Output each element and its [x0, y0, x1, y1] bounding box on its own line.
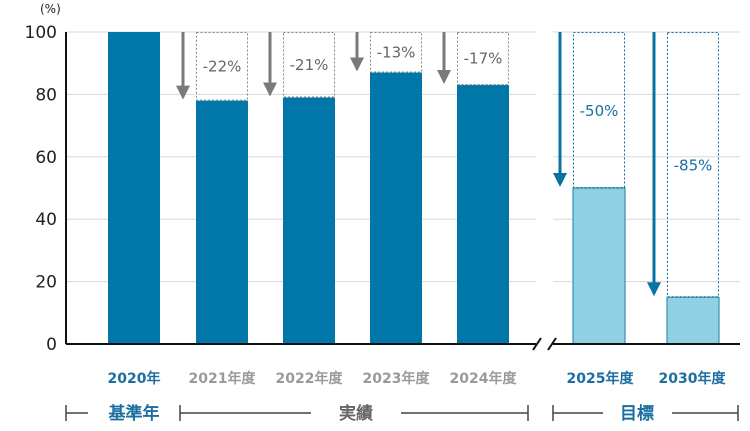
reduction-label-2: -21% — [290, 56, 329, 74]
category-label-1: 2021年度 — [189, 370, 257, 387]
y-tick-label-20: 20 — [35, 273, 57, 293]
y-axis-unit-label: (%) — [40, 2, 61, 16]
y-tick-label-40: 40 — [35, 210, 57, 230]
bar-5 — [572, 187, 626, 345]
bar-1 — [196, 100, 248, 344]
reduction-label-4: -17% — [464, 50, 503, 68]
y-axis-ticks: 0 20 40 60 80 100 — [25, 23, 57, 355]
y-tick-label-60: 60 — [35, 148, 57, 168]
reduction-label-6: -85% — [674, 157, 713, 175]
y-tick-label-0: 0 — [46, 335, 57, 355]
y-tick-label-80: 80 — [35, 85, 57, 105]
group-label-0: 基準年 — [108, 403, 160, 424]
group-label-2: 目標 — [620, 403, 654, 424]
reference-box-4 — [457, 32, 509, 86]
arrow-head-2 — [263, 82, 277, 97]
arrow-head-6 — [647, 282, 661, 297]
reference-box-2 — [283, 32, 335, 98]
reduction-label-1: -22% — [203, 57, 242, 75]
reference-box-1 — [196, 32, 248, 101]
category-label-2: 2022年度 — [276, 370, 344, 387]
arrow-head-3 — [350, 57, 364, 72]
bar-4 — [457, 85, 509, 344]
reduction-arrows: -22% -21% -13% -17% -50% -85% — [176, 32, 713, 297]
y-tick-label-100: 100 — [25, 23, 57, 43]
category-label-6: 2030年度 — [659, 370, 727, 387]
category-label-0: 2020年 — [108, 370, 161, 387]
arrow-head-1 — [176, 85, 190, 100]
axes — [65, 32, 740, 351]
bars — [108, 32, 720, 345]
axis-break-mark-left — [532, 337, 542, 351]
bar-6 — [666, 296, 720, 345]
axis-break-mark-right — [547, 337, 557, 351]
arrow-head-4 — [437, 70, 451, 85]
reference-box-5 — [573, 32, 625, 188]
reference-box-3 — [370, 32, 422, 73]
arrow-head-5 — [553, 173, 567, 187]
bar-2 — [283, 97, 335, 345]
reference-box-6 — [667, 32, 719, 298]
group-label-1: 実績 — [339, 403, 373, 424]
reduction-label-3: -13% — [377, 43, 416, 61]
reduction-label-5: -50% — [580, 102, 619, 120]
category-label-3: 2023年度 — [363, 370, 431, 387]
x-axis-category-labels: 2020年 2021年度 2022年度 2023年度 2024年度 2025年度 2030年… — [108, 370, 727, 387]
category-label-4: 2024年度 — [450, 370, 518, 387]
category-groups: 基準年 実績 目標 — [65, 403, 739, 424]
bar-0 — [108, 32, 160, 344]
category-label-5: 2025年度 — [567, 370, 635, 387]
bar-3 — [370, 72, 422, 344]
